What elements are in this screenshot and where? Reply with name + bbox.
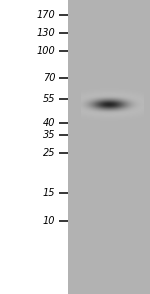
Text: 100: 100 <box>37 46 56 56</box>
Bar <box>68 0 150 294</box>
Text: 35: 35 <box>43 130 56 140</box>
Text: 25: 25 <box>43 148 56 158</box>
Text: 40: 40 <box>43 118 56 128</box>
Text: 170: 170 <box>37 10 56 20</box>
Text: 15: 15 <box>43 188 56 198</box>
Text: 10: 10 <box>43 216 56 226</box>
Text: 70: 70 <box>43 73 56 83</box>
Bar <box>0 0 68 294</box>
Text: 55: 55 <box>43 94 56 104</box>
Text: 130: 130 <box>37 28 56 38</box>
